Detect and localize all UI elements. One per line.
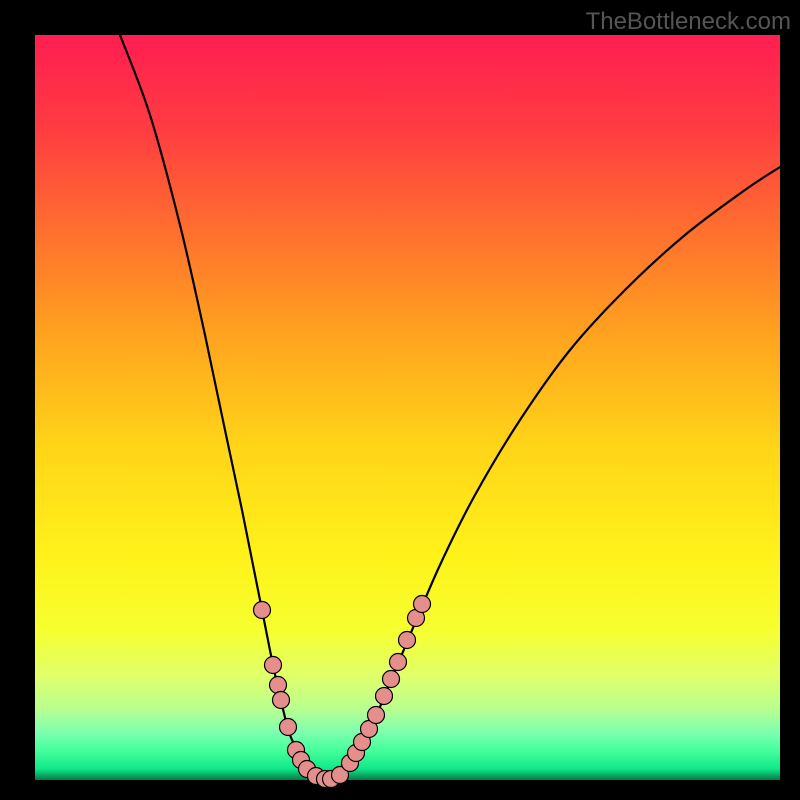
left-curve <box>120 35 322 779</box>
series-marker <box>265 657 282 674</box>
series-marker <box>254 602 271 619</box>
series-marker <box>280 719 297 736</box>
series-marker <box>414 596 431 613</box>
series-marker <box>383 671 400 688</box>
series-marker <box>270 677 287 694</box>
series-marker <box>390 654 407 671</box>
plot-area <box>35 35 780 780</box>
curve-overlay <box>35 35 780 780</box>
series-marker <box>368 707 385 724</box>
series-marker <box>399 632 416 649</box>
series-marker <box>376 688 393 705</box>
chart-frame: TheBottleneck.com <box>0 0 800 800</box>
watermark-text: TheBottleneck.com <box>586 8 791 36</box>
marker-series <box>254 596 431 788</box>
series-marker <box>273 692 290 709</box>
